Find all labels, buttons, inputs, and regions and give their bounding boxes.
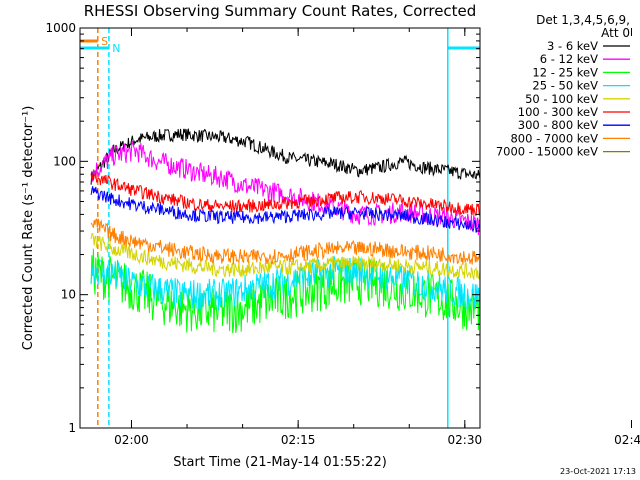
legend-label: 50 - 100 keV bbox=[525, 92, 598, 106]
saa-marker-label: S bbox=[101, 35, 108, 48]
y-tick-label: 10 bbox=[61, 288, 76, 302]
series-line-3-6keV bbox=[90, 128, 480, 185]
legend-label: 12 - 25 keV bbox=[532, 65, 598, 79]
y-axis-label: Corrected Count Rate (s⁻¹ detector⁻¹) bbox=[21, 106, 36, 351]
legend-label: 3 - 6 keV bbox=[547, 39, 598, 53]
x-tick-label: 02:45 bbox=[614, 433, 640, 447]
y-tick-label: 1 bbox=[68, 421, 76, 435]
timestamp: 23-Oct-2021 17:13 bbox=[560, 467, 636, 476]
x-tick-label: 02:30 bbox=[448, 433, 483, 447]
chart-title: RHESSI Observing Summary Count Rates, Co… bbox=[84, 2, 477, 20]
legend-label: 6 - 12 keV bbox=[540, 52, 598, 66]
legend-header-line-2: Att 0 bbox=[601, 26, 630, 40]
night-marker-label: N bbox=[112, 42, 120, 55]
y-tick-label: 100 bbox=[53, 154, 76, 168]
legend-label: 800 - 7000 keV bbox=[510, 131, 598, 145]
axes: 110100100002:0002:1502:3002:4503:0003:15… bbox=[45, 21, 640, 447]
series-line-800-7000keV bbox=[90, 218, 480, 265]
x-tick-label: 02:00 bbox=[114, 433, 149, 447]
x-axis-label: Start Time (21-May-14 01:55:22) bbox=[173, 455, 387, 470]
series-line-50-100keV bbox=[90, 232, 480, 281]
legend-label: 300 - 800 keV bbox=[518, 118, 598, 132]
x-tick-label: 02:15 bbox=[281, 433, 316, 447]
legend-header-line-1: Det 1,3,4,5,6,9, bbox=[536, 13, 630, 27]
legend-label: 25 - 50 keV bbox=[532, 79, 598, 93]
series-line-25-50keV bbox=[90, 255, 480, 311]
legend-label: 100 - 300 keV bbox=[518, 105, 598, 119]
legend-label: 7000 - 15000 keV bbox=[496, 145, 598, 159]
plot-area: SN bbox=[80, 28, 480, 428]
series-line-300-800keV bbox=[90, 186, 480, 233]
plot-frame bbox=[79, 27, 481, 429]
y-tick-label: 1000 bbox=[45, 21, 76, 35]
series-line-100-300keV bbox=[90, 171, 480, 216]
